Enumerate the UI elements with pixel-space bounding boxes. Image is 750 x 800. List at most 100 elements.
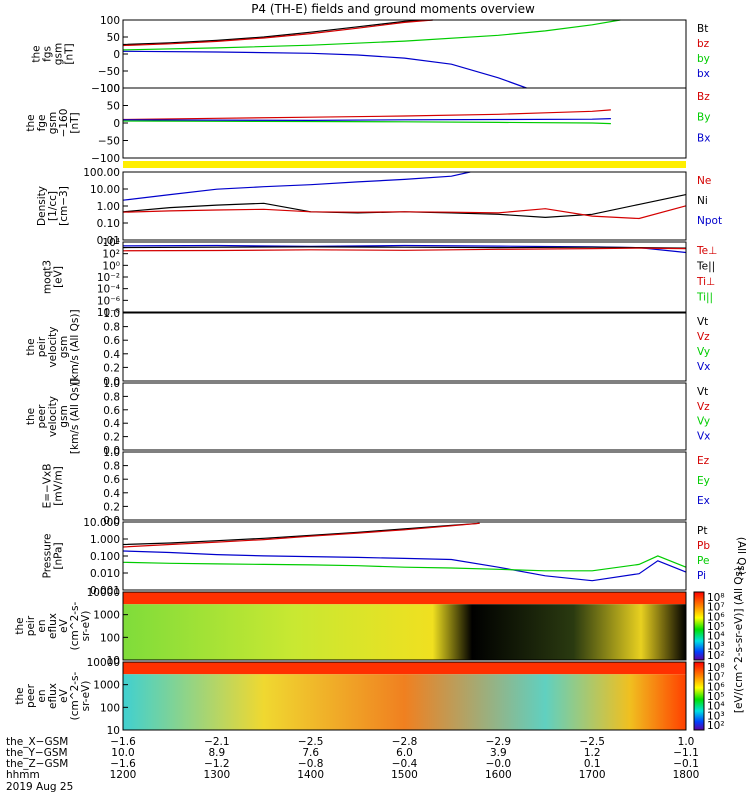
footer-date: 2019 Aug 25	[6, 781, 73, 793]
y-tick-label: 0.01	[97, 235, 120, 247]
y-tick-label: 0.6	[103, 474, 120, 486]
legend-entry: Ni	[697, 195, 708, 207]
y-tick-label: 1.0	[103, 378, 120, 390]
y-tick-label: 50	[107, 32, 120, 44]
colorbar	[693, 661, 705, 731]
footer-value: −1.1	[673, 747, 699, 759]
y-tick-label: 0	[113, 49, 120, 61]
y-tick-label: 1.0	[103, 308, 120, 320]
footer-value: 0.1	[584, 758, 601, 770]
colorbar-tick-label: 10⁴	[707, 701, 725, 713]
y-axis-label: the	[25, 338, 37, 355]
figure-title: P4 (TH-E) fields and ground moments over…	[251, 2, 535, 16]
y-tick-label: 10	[107, 655, 120, 667]
footer-value: −0.0	[486, 758, 512, 770]
legend-entry: Bt	[697, 23, 708, 35]
y-axis-label: [nT]	[69, 112, 81, 133]
y-axis-label: gsm	[47, 112, 59, 134]
y-axis-label: [mV/m]	[53, 466, 65, 505]
y-tick-label: 10²	[102, 249, 120, 261]
series-Bx	[122, 118, 611, 122]
y-axis-label: [km/s (All Qs)]	[69, 379, 81, 454]
legend-entry: bz	[697, 38, 710, 50]
series-Pi	[122, 550, 687, 582]
series-Npot	[122, 171, 471, 201]
colorbar-tick-label: 10⁷	[707, 672, 725, 684]
y-axis-label: the	[14, 687, 26, 704]
y-axis-label: [nPa]	[53, 542, 65, 569]
y-tick-label: 0.8	[103, 461, 120, 473]
footer-value: 1800	[673, 769, 700, 781]
y-axis-label: gsm	[58, 336, 70, 358]
footer-value: −0.1	[673, 758, 699, 770]
y-tick-label: 0.100	[90, 551, 120, 563]
y-tick-label: 0.8	[103, 322, 120, 334]
spectrogram-high-band	[123, 592, 686, 605]
footer-value: −2.9	[486, 736, 512, 748]
y-axis-label: eV	[58, 618, 70, 632]
y-tick-label: 1000	[93, 680, 120, 692]
y-tick-label: 100.00	[83, 167, 120, 179]
legend-entry: by	[697, 53, 710, 65]
y-axis-label: [km/s (All Qs)]	[69, 309, 81, 384]
panel-frame	[122, 241, 687, 313]
footer-row-label: the_Z−GSM	[6, 758, 68, 770]
spectrogram-body	[123, 674, 686, 730]
colorbar-tick-label: 10⁶	[707, 681, 725, 693]
panel-efield: 1.0 0.80.6 0.40.2 0.0 E=−VxB [mV/m] Ez Ey Ex	[42, 447, 710, 527]
y-tick-label: −50	[98, 136, 120, 148]
series-Ne	[122, 205, 687, 220]
y-axis-label: fgs	[42, 46, 54, 62]
colorbar-tick-label: 10⁶	[707, 611, 725, 623]
legend-entry: Ti||	[696, 292, 713, 304]
footer-value: 1.2	[584, 747, 601, 759]
footer-value: −2.1	[204, 736, 230, 748]
legend-entry: Ey	[697, 475, 710, 487]
footer-value: 1.0	[678, 736, 695, 748]
y-axis-label: the	[31, 45, 43, 62]
footer-value: −1.6	[110, 736, 136, 748]
y-tick-label: 0.0	[103, 515, 120, 527]
y-axis-label: velocity	[47, 326, 59, 367]
legend-entry: Vx	[697, 361, 710, 373]
y-tick-label: 0.0	[103, 376, 120, 388]
y-tick-label: 0.2	[103, 362, 120, 374]
series-bx	[122, 50, 527, 89]
y-axis-label: [cm−3]	[58, 186, 70, 226]
y-axis-label: sr-eV)	[80, 681, 92, 712]
y-axis-label: (cm^2-s-	[69, 671, 81, 720]
y-tick-label: 50	[107, 101, 120, 113]
y-axis-label: gsm	[58, 405, 70, 427]
legend-entry: Te||	[696, 261, 715, 273]
y-axis-label: moqt3	[42, 260, 54, 294]
series-Te⊥	[122, 247, 687, 252]
legend-entry: Vt	[697, 316, 708, 328]
y-tick-label: 10⁻²	[97, 272, 120, 284]
y-tick-label: 100	[100, 632, 120, 644]
footer-value: 6.0	[396, 747, 413, 759]
legend-entry: bx	[697, 68, 710, 80]
legend-entry: Pi	[697, 570, 706, 582]
footer-value: −2.5	[298, 736, 324, 748]
legend-entry: Ne	[697, 175, 711, 187]
panel-fge: 100 50 0 −50 −100 the fge gsm −160 [nT] Bz By Bx	[25, 83, 710, 165]
footer-value: 7.6	[302, 747, 319, 759]
y-tick-label: 0.10	[97, 218, 120, 230]
y-tick-label: 0.010	[90, 568, 120, 580]
legend-entry: Bz	[697, 91, 710, 103]
legend-entry: Vz	[697, 401, 710, 413]
y-axis-label: [eV]	[53, 266, 65, 288]
y-tick-label: −50	[98, 66, 120, 78]
colorbar-tick-label: 10⁵	[707, 691, 725, 703]
y-tick-label: −100	[91, 83, 120, 95]
legend-entry: Ex	[697, 495, 710, 507]
legend-entry: Vy	[697, 416, 710, 428]
legend-entry: Ti⊥	[696, 276, 715, 288]
footer-value: 1300	[203, 769, 230, 781]
y-tick-label: 1000	[93, 610, 120, 622]
colorbar-label: [eV/(cm^2-s-sr-eV)] (All Qs)	[733, 567, 745, 713]
y-axis-label: Pressure	[42, 534, 54, 579]
y-axis-label: the	[14, 617, 26, 634]
